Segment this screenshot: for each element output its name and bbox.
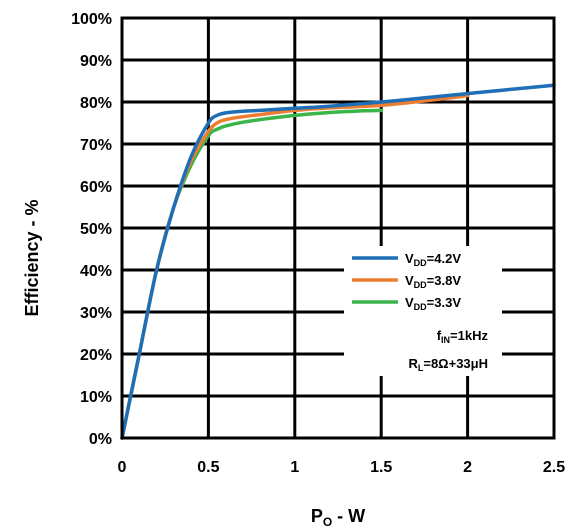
legend-box bbox=[344, 246, 502, 376]
annotation-0: fIN=1kHz bbox=[437, 328, 489, 345]
y-tick-label: 80% bbox=[80, 95, 112, 112]
x-tick-label: 2.5 bbox=[543, 459, 565, 476]
x-tick-label: 0 bbox=[118, 459, 127, 476]
y-tick-label: 30% bbox=[80, 305, 112, 322]
x-axis-title-rest: - W bbox=[332, 506, 365, 526]
series-line-2 bbox=[120, 108, 383, 440]
x-tick-label: 2 bbox=[463, 459, 472, 476]
annotations: fIN=1kHz RL=8Ω+33μH bbox=[408, 328, 488, 373]
y-tick-label: 40% bbox=[80, 263, 112, 280]
x-tick-label: 0.5 bbox=[197, 459, 219, 476]
y-tick-label: 20% bbox=[80, 347, 112, 364]
legend-label-1: VDD=3.8V bbox=[405, 273, 461, 290]
y-tick-label: 0% bbox=[89, 431, 112, 448]
x-tick-label: 1.5 bbox=[370, 459, 392, 476]
legend: VDD=4.2V VDD=3.8V VDD=3.3V bbox=[352, 251, 461, 312]
x-axis-title-main: P bbox=[311, 506, 323, 526]
annotation-1: RL=8Ω+33μH bbox=[408, 356, 488, 373]
plot-frame bbox=[120, 16, 556, 440]
y-tick-label: 100% bbox=[71, 11, 112, 28]
x-tick-labels: 0 0.5 1 1.5 2 2.5 bbox=[118, 459, 566, 476]
y-tick-labels: 0% 10% 20% 30% 40% 50% 60% 70% 80% 90% 100% bbox=[71, 11, 112, 448]
y-tick-label: 70% bbox=[80, 137, 112, 154]
y-axis-title: Efficiency - % bbox=[22, 199, 42, 316]
y-tick-label: 60% bbox=[80, 179, 112, 196]
x-axis-title-sub: O bbox=[323, 515, 332, 528]
x-axis-title: PO - W bbox=[311, 506, 365, 528]
y-tick-label: 10% bbox=[80, 389, 112, 406]
series-line-0 bbox=[120, 83, 556, 440]
x-tick-label: 1 bbox=[290, 459, 299, 476]
y-tick-label: 50% bbox=[80, 221, 112, 238]
y-tick-label: 90% bbox=[80, 53, 112, 70]
legend-label-0: VDD=4.2V bbox=[405, 251, 461, 268]
legend-label-2: VDD=3.3V bbox=[405, 295, 461, 312]
series-lines bbox=[120, 83, 556, 440]
